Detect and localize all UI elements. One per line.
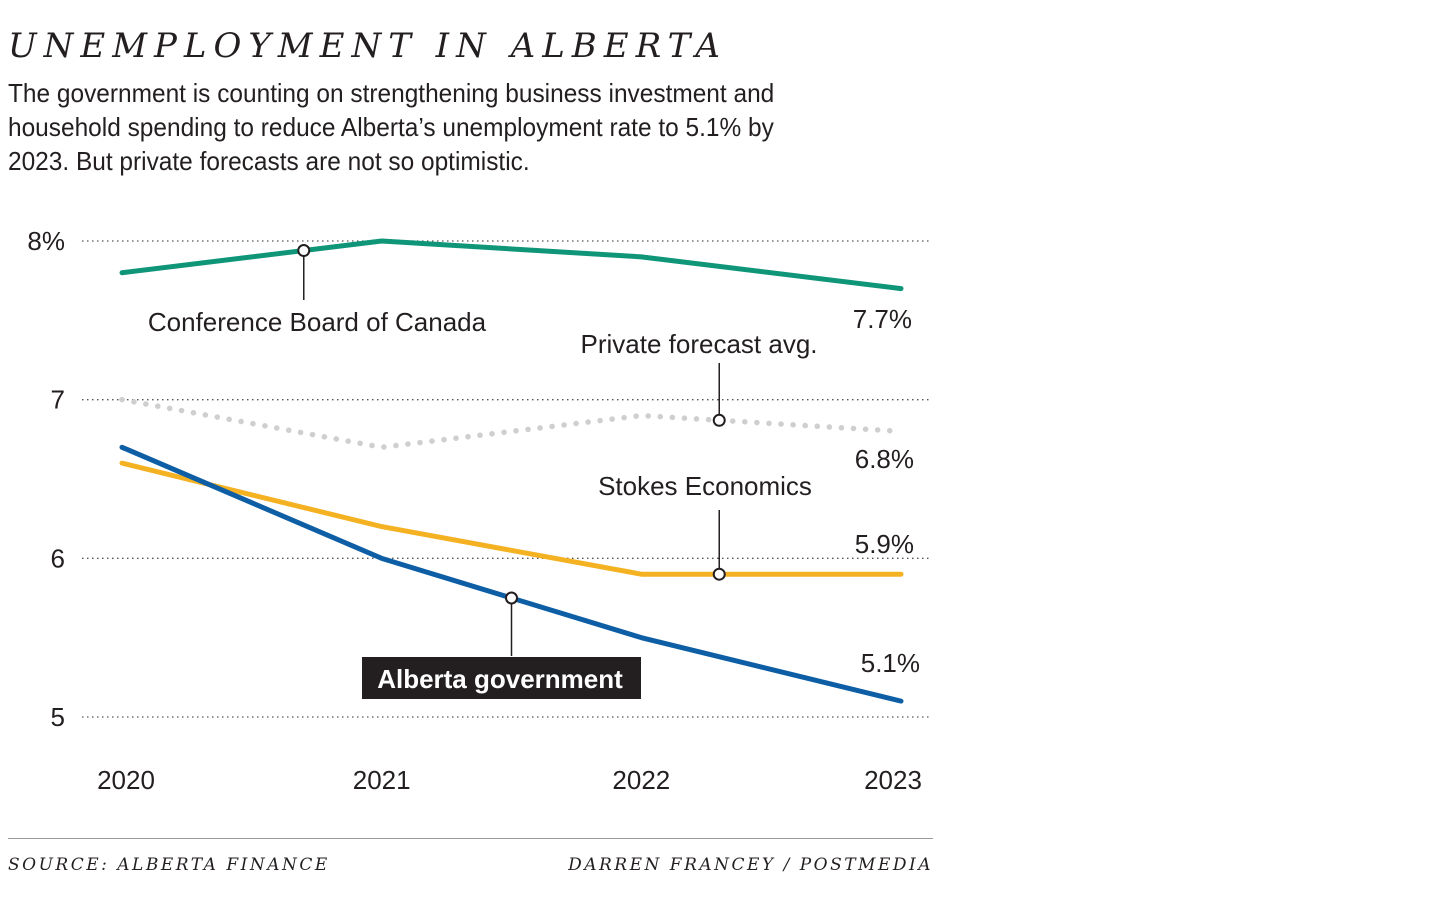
x-tick-label: 2022 (612, 765, 670, 795)
series-label-box (362, 657, 641, 699)
chart-subtitle: The government is counting on strengthen… (8, 78, 775, 176)
y-tick-label: 5 (51, 702, 65, 732)
series-line-stokes-economics (119, 460, 904, 577)
x-tick-label: 2021 (353, 765, 411, 795)
y-tick-label: 7 (51, 385, 65, 415)
end-value-label: 6.8% (855, 444, 914, 474)
series-line-conference-board-of-canada (119, 238, 904, 292)
callout-marker (712, 413, 726, 427)
series-label: Alberta government (377, 664, 623, 694)
series-label: Private forecast avg. (581, 329, 818, 359)
callout-marker (297, 244, 311, 258)
series-line-private-forecast-avg- (119, 396, 904, 451)
footer-divider (8, 838, 933, 839)
end-value-label: 5.9% (855, 529, 914, 559)
chart-title: UNEMPLOYMENT IN ALBERTA (8, 26, 727, 66)
y-tick-label: 6 (51, 543, 65, 573)
end-value-label: 7.7% (853, 304, 912, 334)
credit-note: DARREN FRANCEY / POSTMEDIA (568, 855, 933, 875)
y-tick-label: 8% (27, 226, 65, 256)
series-label: Stokes Economics (598, 471, 812, 501)
end-value-label: 5.1% (861, 648, 920, 678)
x-tick-label: 2023 (864, 765, 922, 795)
x-tick-label: 2020 (97, 765, 155, 795)
series-label: Conference Board of Canada (148, 307, 487, 337)
callout-marker (712, 567, 726, 581)
source-note: SOURCE: ALBERTA FINANCE (8, 855, 330, 875)
callout-marker (505, 591, 518, 605)
